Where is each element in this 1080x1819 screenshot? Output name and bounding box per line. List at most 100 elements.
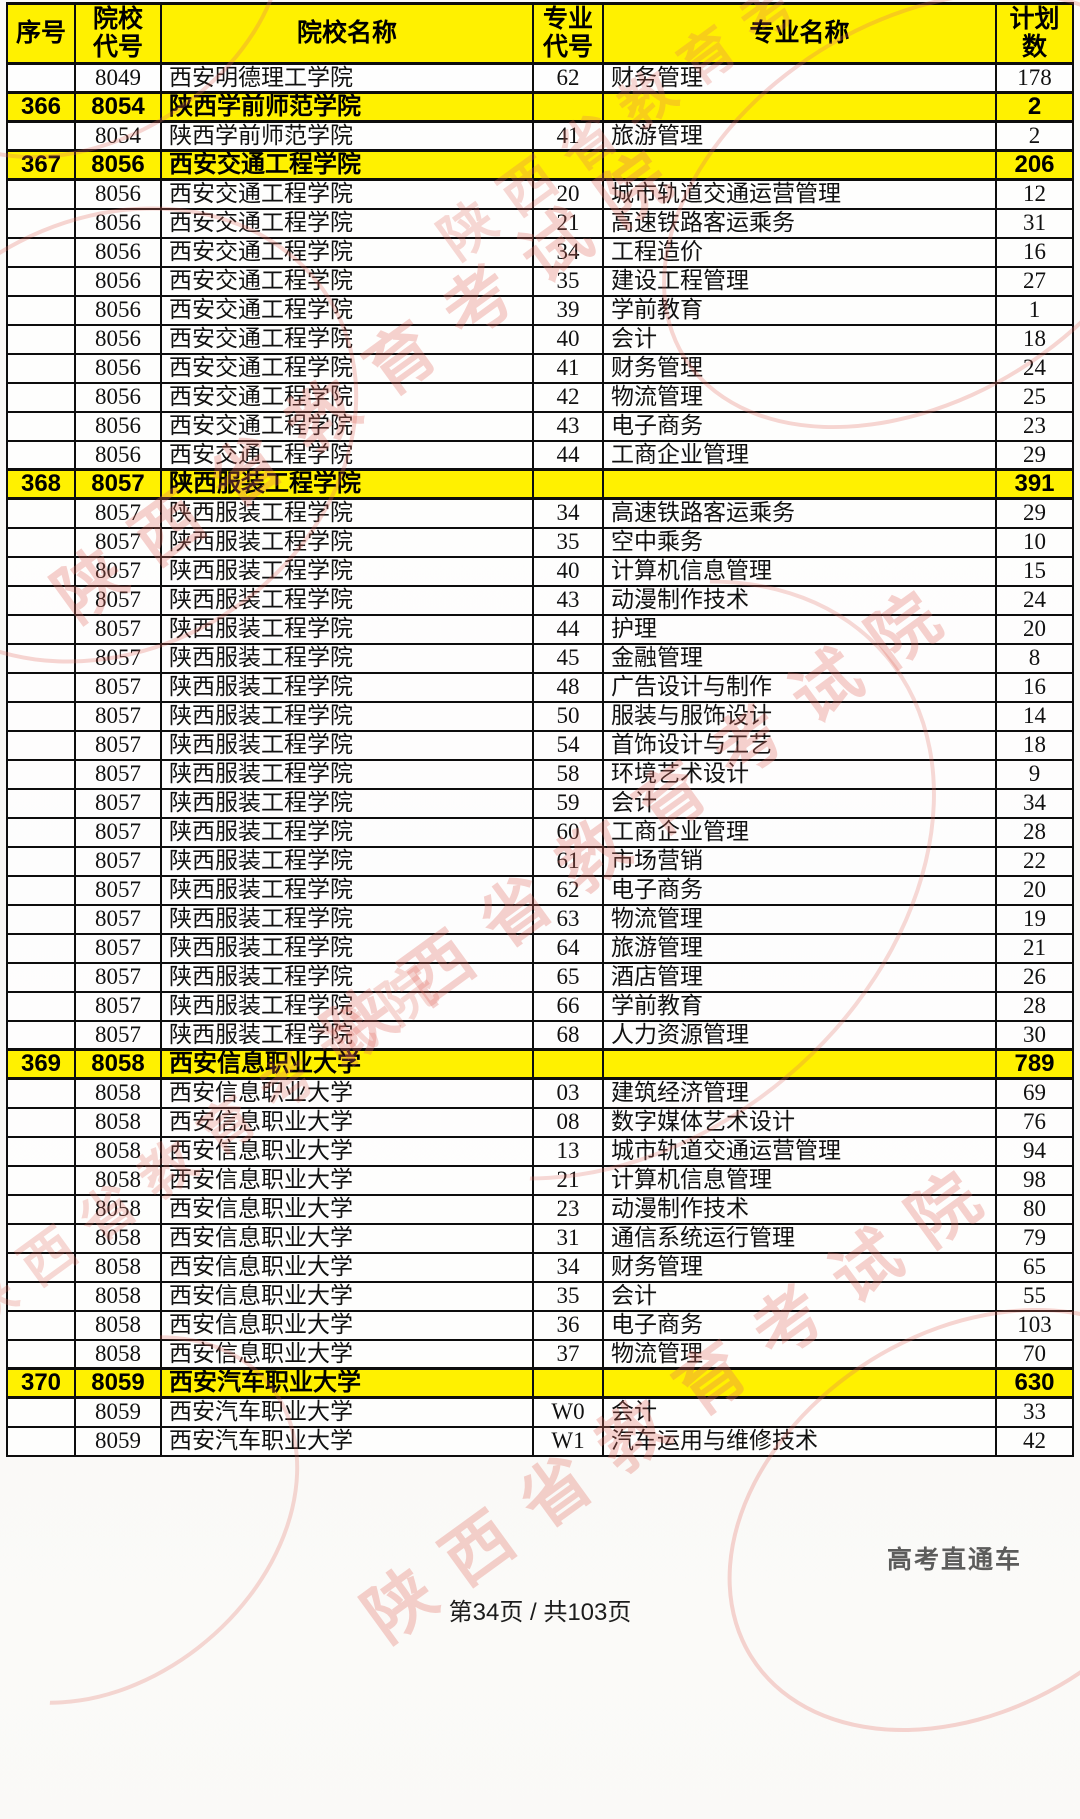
- school-name-cell: 西安交通工程学院: [160, 410, 534, 442]
- major-code-cell: [532, 1048, 604, 1080]
- major-code-cell: W0: [532, 1396, 604, 1428]
- major-code-cell: 34: [532, 1251, 604, 1283]
- plan-count-cell: 28: [995, 990, 1074, 1022]
- major-name-cell: 工商企业管理: [602, 816, 997, 848]
- major-name-cell: 旅游管理: [602, 932, 997, 964]
- school-code-cell: 8056: [74, 265, 162, 297]
- major-name-cell: 工商企业管理: [602, 439, 997, 471]
- major-row: 8056 西安交通工程学院 35 建设工程管理 27: [6, 265, 1074, 297]
- major-code-cell: 36: [532, 1309, 604, 1341]
- serial-cell: [6, 613, 76, 645]
- school-code-cell: 8058: [74, 1077, 162, 1109]
- major-name-cell: 旅游管理: [602, 120, 997, 152]
- school-code-cell: 8058: [74, 1222, 162, 1254]
- column-header-major-code: 专业 代号: [532, 2, 604, 65]
- plan-count-cell: 79: [995, 1222, 1074, 1254]
- serial-cell: [6, 1135, 76, 1167]
- major-code-cell: 40: [532, 555, 604, 587]
- major-code-cell: 35: [532, 526, 604, 558]
- school-name-cell: 西安信息职业大学: [160, 1193, 534, 1225]
- school-name-cell: 陕西服装工程学院: [160, 758, 534, 790]
- major-row: 8057 陕西服装工程学院 35 空中乘务 10: [6, 526, 1074, 558]
- major-row: 8057 陕西服装工程学院 45 金融管理 8: [6, 642, 1074, 674]
- school-summary-row: 366 8054 陕西学前师范学院 2: [6, 91, 1074, 123]
- major-code-cell: 13: [532, 1135, 604, 1167]
- plan-count-cell: 28: [995, 816, 1074, 848]
- school-code-cell: 8058: [74, 1338, 162, 1370]
- major-code-cell: 63: [532, 903, 604, 935]
- plan-count-cell: 15: [995, 555, 1074, 587]
- major-row: 8056 西安交通工程学院 20 城市轨道交通运营管理 12: [6, 178, 1074, 210]
- column-header-school-code: 院校 代号: [74, 2, 162, 65]
- serial-cell: [6, 961, 76, 993]
- major-row: 8056 西安交通工程学院 34 工程造价 16: [6, 236, 1074, 268]
- school-code-cell: 8057: [74, 526, 162, 558]
- school-name-cell: 陕西服装工程学院: [160, 787, 534, 819]
- major-row: 8057 陕西服装工程学院 65 酒店管理 26: [6, 961, 1074, 993]
- major-code-cell: 62: [532, 874, 604, 906]
- major-code-cell: 35: [532, 265, 604, 297]
- major-name-cell: 学前教育: [602, 294, 997, 326]
- major-name-cell: 财务管理: [602, 1251, 997, 1283]
- school-code-cell: 8057: [74, 758, 162, 790]
- school-summary-row: 370 8059 西安汽车职业大学 630: [6, 1367, 1074, 1399]
- serial-cell: [6, 990, 76, 1022]
- serial-cell: [6, 381, 76, 413]
- school-name-cell: 西安信息职业大学: [160, 1309, 534, 1341]
- serial-cell: [6, 758, 76, 790]
- serial-cell: [6, 787, 76, 819]
- school-code-cell: 8059: [74, 1425, 162, 1457]
- major-code-cell: 43: [532, 584, 604, 616]
- school-name-cell: 陕西服装工程学院: [160, 903, 534, 935]
- school-name-cell: 西安明德理工学院: [160, 62, 534, 94]
- school-name-cell: 西安信息职业大学: [160, 1106, 534, 1138]
- school-name-cell: 西安交通工程学院: [160, 236, 534, 268]
- major-name-cell: 城市轨道交通运营管理: [602, 1135, 997, 1167]
- major-code-cell: 21: [532, 207, 604, 239]
- plan-count-cell: 9: [995, 758, 1074, 790]
- plan-count-cell: 2: [995, 91, 1074, 123]
- serial-cell: [6, 903, 76, 935]
- admission-plan-table-container: 序号 院校 代号 院校名称 专业 代号 专业名称 计划 数 8049 西安明德理工学院 62 财…: [6, 2, 1074, 1457]
- major-row: 8056 西安交通工程学院 43 电子商务 23: [6, 410, 1074, 442]
- school-name-cell: 西安信息职业大学: [160, 1077, 534, 1109]
- plan-count-cell: 98: [995, 1164, 1074, 1196]
- major-row: 8058 西安信息职业大学 36 电子商务 103: [6, 1309, 1074, 1341]
- school-name-cell: 西安信息职业大学: [160, 1222, 534, 1254]
- school-code-cell: 8056: [74, 236, 162, 268]
- school-code-cell: 8057: [74, 816, 162, 848]
- plan-count-cell: 789: [995, 1048, 1074, 1080]
- plan-count-cell: 20: [995, 613, 1074, 645]
- school-name-cell: 西安信息职业大学: [160, 1135, 534, 1167]
- serial-cell: [6, 352, 76, 384]
- major-code-cell: 37: [532, 1338, 604, 1370]
- school-name-cell: 陕西服装工程学院: [160, 816, 534, 848]
- major-name-cell: 高速铁路客运乘务: [602, 207, 997, 239]
- plan-count-cell: 103: [995, 1309, 1074, 1341]
- major-code-cell: 41: [532, 352, 604, 384]
- major-row: 8057 陕西服装工程学院 64 旅游管理 21: [6, 932, 1074, 964]
- school-code-cell: 8057: [74, 700, 162, 732]
- major-row: 8058 西安信息职业大学 03 建筑经济管理 69: [6, 1077, 1074, 1109]
- major-code-cell: 34: [532, 497, 604, 529]
- school-name-cell: 陕西服装工程学院: [160, 932, 534, 964]
- school-code-cell: 8056: [74, 352, 162, 384]
- plan-count-cell: 24: [995, 352, 1074, 384]
- school-name-cell: 西安交通工程学院: [160, 265, 534, 297]
- school-name-cell: 西安交通工程学院: [160, 178, 534, 210]
- plan-count-cell: 20: [995, 874, 1074, 906]
- school-code-cell: 8057: [74, 584, 162, 616]
- plan-count-cell: 2: [995, 120, 1074, 152]
- serial-cell: [6, 1193, 76, 1225]
- major-code-cell: [532, 1367, 604, 1399]
- major-name-cell: 动漫制作技术: [602, 584, 997, 616]
- school-code-cell: 8057: [74, 787, 162, 819]
- major-code-cell: 03: [532, 1077, 604, 1109]
- school-name-cell: 陕西服装工程学院: [160, 642, 534, 674]
- school-code-cell: 8058: [74, 1309, 162, 1341]
- major-name-cell: 物流管理: [602, 1338, 997, 1370]
- serial-cell: [6, 845, 76, 877]
- major-row: 8056 西安交通工程学院 39 学前教育 1: [6, 294, 1074, 326]
- school-code-cell: 8057: [74, 613, 162, 645]
- major-row: 8057 陕西服装工程学院 40 计算机信息管理 15: [6, 555, 1074, 587]
